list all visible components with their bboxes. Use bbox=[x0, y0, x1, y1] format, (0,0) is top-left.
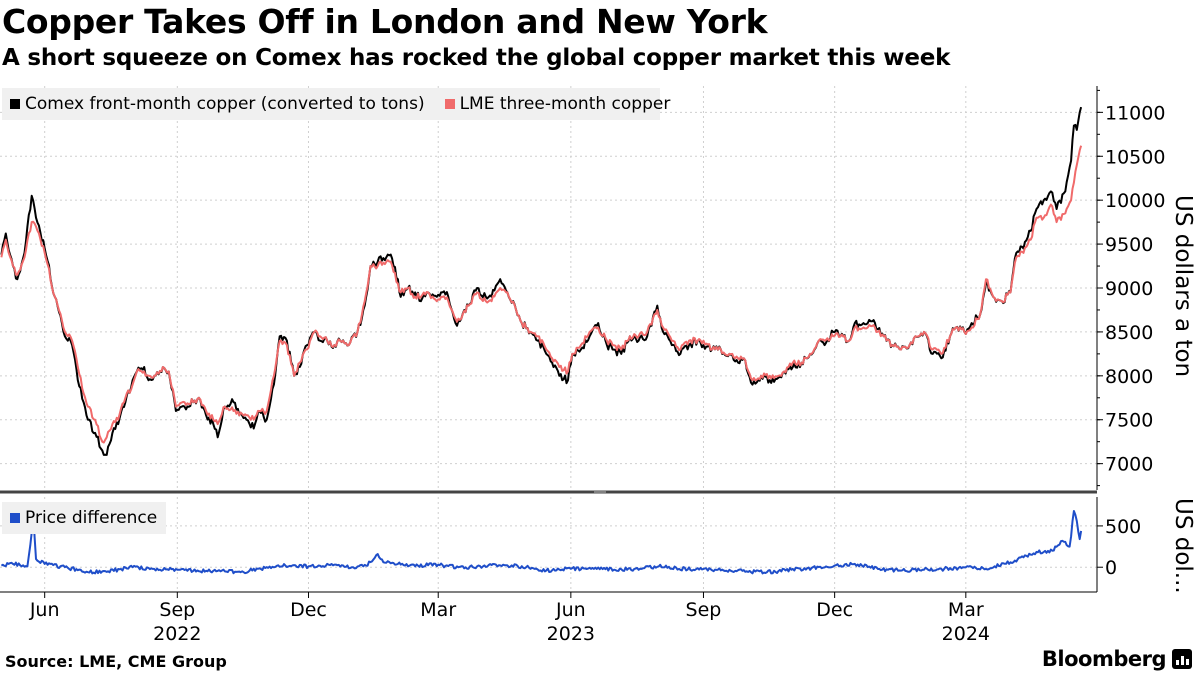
series-line-comex bbox=[0, 106, 1083, 456]
x-tick-label-dec: Dec bbox=[290, 599, 327, 621]
legend-item-comex: Comex front-month copper (converted to t… bbox=[10, 94, 425, 114]
x-tick-label-dec: Dec bbox=[816, 599, 853, 621]
chart-subtitle: A short squeeze on Comex has rocked the … bbox=[2, 45, 951, 71]
y-axis-title-bottom: US dol... bbox=[1170, 498, 1196, 594]
x-tick-label-mar: Mar bbox=[948, 599, 984, 621]
main-legend: Comex front-month copper (converted to t… bbox=[2, 88, 670, 120]
series-line-lme bbox=[0, 145, 1083, 444]
x-tick-label-sep: Sep bbox=[159, 599, 195, 621]
source-note: Source: LME, CME Group bbox=[5, 652, 227, 671]
y-tick-label-8000: 8000 bbox=[1105, 366, 1153, 388]
legend-item-diff: Price difference bbox=[10, 508, 157, 528]
y-axis-title-top: US dollars a ton bbox=[1170, 195, 1196, 377]
x-tick-label-jun: Jun bbox=[29, 599, 60, 621]
bloomberg-terminal-icon bbox=[1172, 649, 1192, 669]
legend-swatch-comex bbox=[10, 99, 20, 109]
legend-label-comex: Comex front-month copper (converted to t… bbox=[25, 94, 425, 114]
x-tick-label-mar: Mar bbox=[420, 599, 456, 621]
y-tick-label-8500: 8500 bbox=[1105, 322, 1153, 344]
y-tick-label-diff-500: 500 bbox=[1105, 516, 1141, 538]
legend-item-lme: LME three-month copper bbox=[444, 94, 671, 114]
chart-title: Copper Takes Off in London and New York bbox=[2, 2, 768, 41]
legend-label-lme: LME three-month copper bbox=[459, 94, 671, 114]
y-tick-label-11000: 11000 bbox=[1105, 102, 1165, 124]
legend-swatch-lme bbox=[444, 99, 455, 109]
y-tick-label-9000: 9000 bbox=[1105, 278, 1153, 300]
y-tick-label-10000: 10000 bbox=[1105, 190, 1165, 212]
grid-layer bbox=[0, 86, 1097, 592]
x-year-label-2023: 2023 bbox=[547, 623, 595, 645]
x-year-label-2024: 2024 bbox=[942, 623, 990, 645]
y-tick-label-7500: 7500 bbox=[1105, 410, 1153, 432]
y-tick-label-7000: 7000 bbox=[1105, 454, 1153, 476]
y-tick-label-diff-0: 0 bbox=[1105, 557, 1117, 579]
legend-label-diff: Price difference bbox=[25, 508, 158, 528]
brand-logo: Bloomberg bbox=[1042, 647, 1192, 671]
x-tick-label-sep: Sep bbox=[686, 599, 722, 621]
axis-layer: Jun Sep Dec Mar Jun Sep Dec Mar 2022 2023 2024 7000… bbox=[0, 86, 1196, 645]
y-tick-label-9500: 9500 bbox=[1105, 234, 1153, 256]
legend-swatch-diff bbox=[10, 513, 20, 523]
brand-name: Bloomberg bbox=[1041, 647, 1167, 671]
x-year-label-2022: 2022 bbox=[153, 623, 201, 645]
series-layer bbox=[0, 106, 1083, 575]
series-line-price-difference bbox=[0, 510, 1083, 575]
x-tick-label-jun: Jun bbox=[555, 599, 586, 621]
diff-legend: Price difference bbox=[2, 502, 166, 534]
y-tick-label-10500: 10500 bbox=[1105, 146, 1165, 168]
